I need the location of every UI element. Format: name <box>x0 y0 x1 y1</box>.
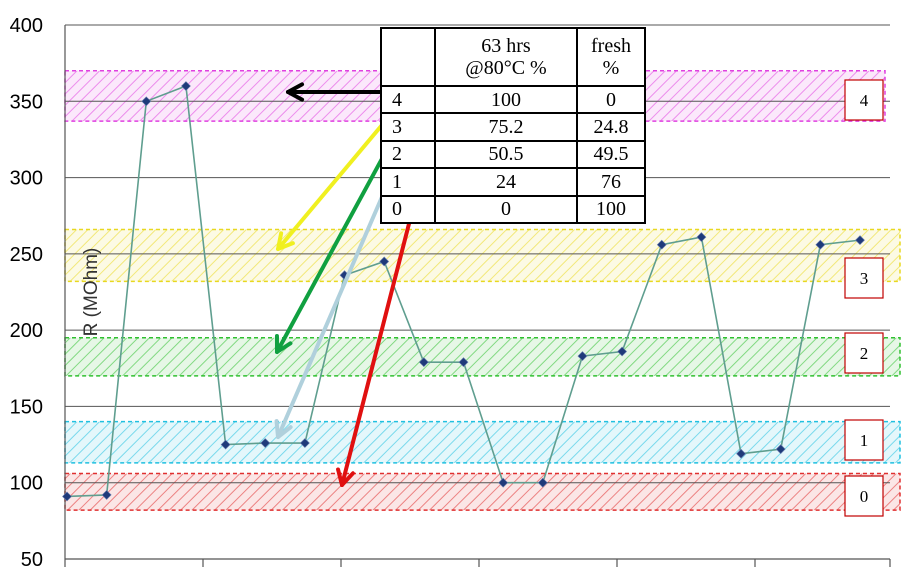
data-point <box>617 346 628 357</box>
table-cell-level: 2 <box>380 139 436 170</box>
data-point <box>577 351 588 362</box>
band-1 <box>64 420 901 464</box>
data-point <box>379 256 390 267</box>
table-cell-aged: 100 <box>434 84 578 115</box>
band-label-box <box>844 257 884 299</box>
band-label-box <box>844 475 884 517</box>
table-header-fresh-text: fresh % <box>591 35 631 79</box>
table-cell-aged: 24 <box>434 167 578 197</box>
band-3 <box>64 228 901 283</box>
band-label: 2 <box>860 344 869 363</box>
y-tick-label: 400 <box>10 15 43 37</box>
data-point <box>260 438 271 448</box>
data-point <box>656 239 667 250</box>
arrow-shaft <box>276 123 384 251</box>
data-point <box>815 239 826 250</box>
band-labels-layer: 4 3 2 1 0 <box>844 79 884 517</box>
band-label: 1 <box>860 431 869 450</box>
table-cell-aged: 0 <box>434 194 578 225</box>
y-axis-label: R (MOhm) <box>81 248 102 337</box>
arrow-head <box>276 231 295 251</box>
band-label-box <box>844 332 884 374</box>
y-tick-label: 100 <box>10 473 43 495</box>
arrow-head <box>286 82 305 102</box>
table-header-row: 63 hrs @80°C % fresh % <box>380 27 646 87</box>
data-point <box>141 96 152 107</box>
table-row: 0 0 100 <box>380 194 646 225</box>
table-cell-aged: 50.5 <box>434 139 578 170</box>
arrow-head <box>274 334 293 354</box>
arrow-head <box>274 419 293 439</box>
band-label: 3 <box>860 269 869 288</box>
arrow-head <box>336 467 355 487</box>
legend-table: 63 hrs @80°C % fresh % 4 100 0 3 75.2 24… <box>380 27 646 225</box>
table-row: 2 50.5 49.5 <box>380 139 646 170</box>
data-point <box>855 235 865 246</box>
table-header-aged: 63 hrs @80°C % <box>434 27 578 87</box>
table-cell-level: 4 <box>380 84 436 115</box>
table-cell-level: 1 <box>380 167 436 197</box>
table-header-fresh: fresh % <box>576 27 646 87</box>
data-point <box>101 489 112 500</box>
data-point <box>736 448 746 459</box>
table-cell-fresh: 100 <box>576 194 646 225</box>
band-label: 4 <box>860 91 869 110</box>
data-point <box>220 439 231 450</box>
band-label-box <box>844 419 884 461</box>
band-2 <box>64 337 901 377</box>
y-tick-label: 50 <box>21 549 43 571</box>
band-0 <box>64 472 901 511</box>
data-point <box>696 232 707 242</box>
grid-layer <box>65 24 890 484</box>
table-row: 4 100 0 <box>380 84 646 115</box>
y-tick-label: 150 <box>10 396 43 418</box>
table-header-empty <box>380 27 436 87</box>
arrow-shaft <box>340 210 414 487</box>
table-cell-fresh: 0 <box>576 84 646 115</box>
table-cell-aged: 75.2 <box>434 112 578 142</box>
table-cell-fresh: 24.8 <box>576 112 646 142</box>
band-label: 0 <box>860 487 869 506</box>
y-tick-label: 300 <box>10 168 43 190</box>
table-row: 1 24 76 <box>380 167 646 197</box>
data-point <box>775 444 786 455</box>
data-point <box>418 357 429 368</box>
table-cell-level: 0 <box>380 194 436 225</box>
y-tick-label: 350 <box>10 91 43 113</box>
table-row: 3 75.2 24.8 <box>380 112 646 142</box>
data-point <box>62 491 72 502</box>
table-header-aged-text: 63 hrs @80°C % <box>465 35 547 79</box>
arrows-layer <box>274 82 414 487</box>
y-tick-label: 250 <box>10 244 43 266</box>
data-point <box>537 477 548 488</box>
y-tick-label: 200 <box>10 320 43 342</box>
band-label-box <box>844 79 884 121</box>
table-cell-level: 3 <box>380 112 436 142</box>
data-point <box>498 477 509 488</box>
table-cell-fresh: 49.5 <box>576 139 646 170</box>
table-cell-fresh: 76 <box>576 167 646 197</box>
arrow-shaft <box>276 181 390 439</box>
data-point <box>299 438 310 448</box>
data-point <box>181 81 191 91</box>
data-point <box>458 357 469 368</box>
arrow-shaft <box>275 153 386 354</box>
